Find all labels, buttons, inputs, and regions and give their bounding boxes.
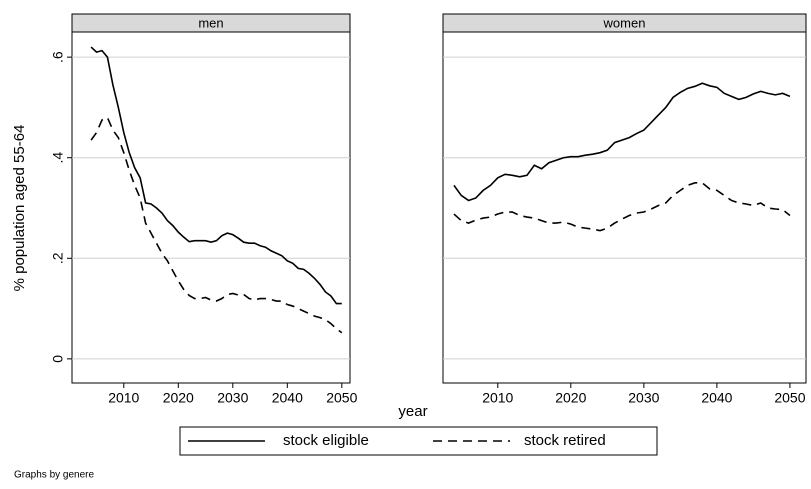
legend-label: stock retired (524, 432, 606, 449)
plot-area (71, 31, 351, 384)
x-tick-label: 2040 (272, 390, 303, 406)
data-line (453, 82, 791, 202)
y-tick-label: .6 (50, 51, 66, 63)
x-tick-label: 2030 (217, 390, 248, 406)
x-tick-label: 2040 (701, 390, 732, 406)
note: Graphs by genere (14, 470, 94, 481)
y-axis-label: % population aged 55-64 (11, 125, 28, 292)
x-axis-label: year (398, 403, 427, 420)
panel-title: men (198, 15, 223, 30)
data-line (90, 116, 343, 334)
x-tick-label: 2020 (163, 390, 194, 406)
y-tick-label: .2 (50, 252, 66, 264)
x-tick-label: 2050 (326, 390, 357, 406)
x-tick-label: 2030 (628, 390, 659, 406)
y-tick-label: 0 (50, 355, 66, 363)
x-tick-label: 2050 (774, 390, 805, 406)
data-line (90, 46, 342, 305)
panel-title: women (603, 15, 646, 30)
x-tick-label: 2010 (108, 390, 139, 406)
data-line (453, 182, 791, 232)
plot-area (442, 31, 807, 384)
x-tick-label: 2010 (482, 390, 513, 406)
x-tick-label: 2020 (555, 390, 586, 406)
legend-label: stock eligible (283, 432, 369, 449)
y-tick-label: .4 (50, 152, 66, 164)
